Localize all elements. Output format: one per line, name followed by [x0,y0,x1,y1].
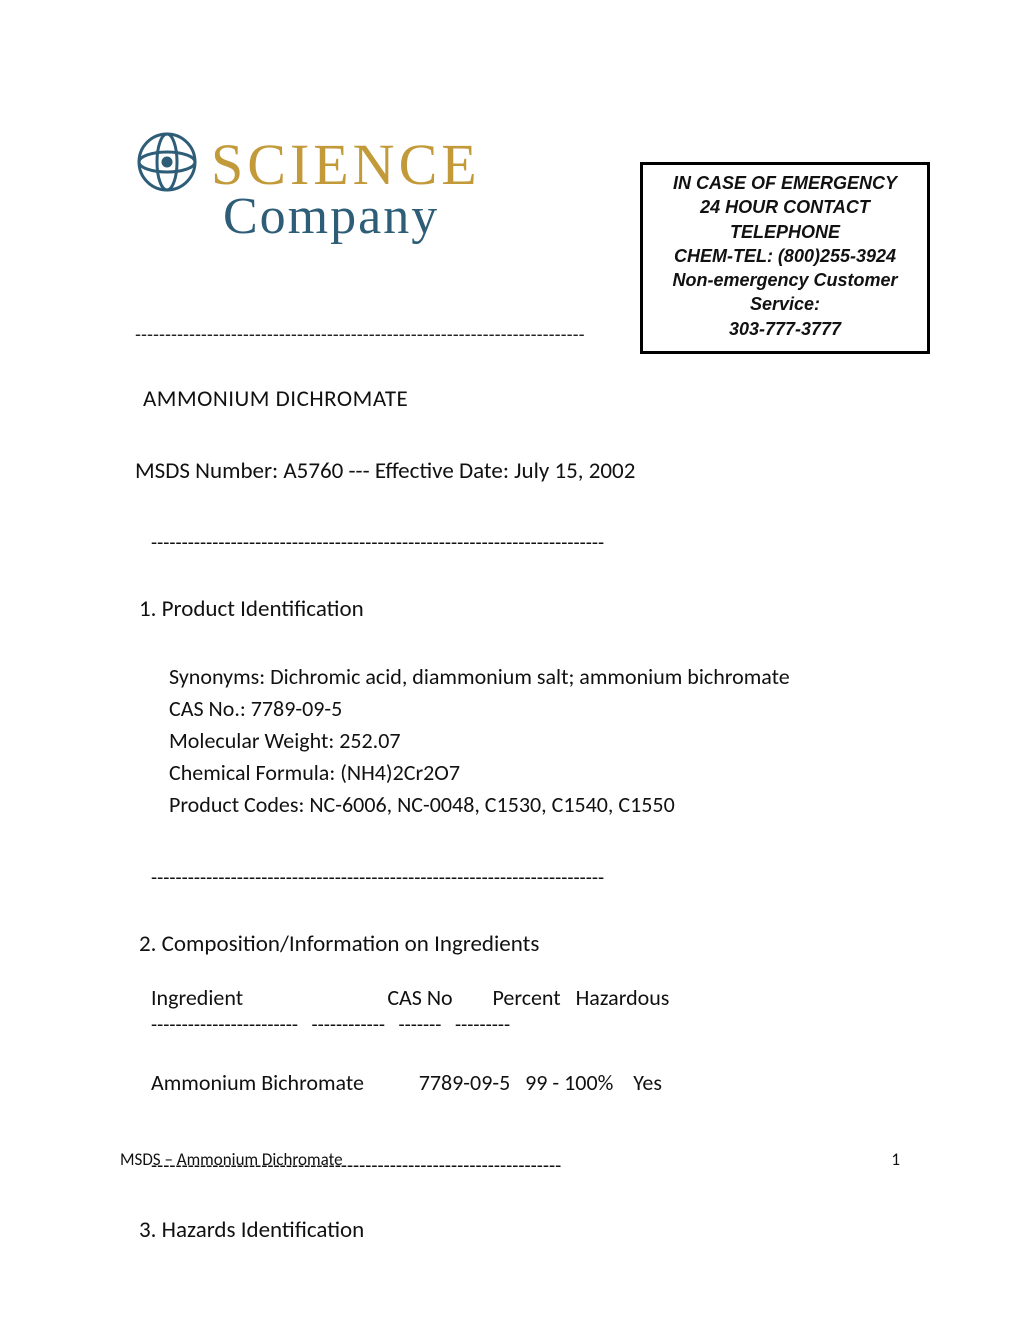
chemical-title: AMMONIUM DICHROMATE [143,385,900,413]
td-hazardous: Yes [633,1069,662,1096]
emergency-line: Service: [649,292,921,316]
section-3-heading: 3. Hazards Identification [139,1216,900,1244]
th-ingredient: Ingredient [151,984,243,1011]
th-percent: Percent [492,984,560,1011]
emergency-contact-box: IN CASE OF EMERGENCY 24 HOUR CONTACT TEL… [640,162,930,354]
td-ingredient: Ammonium Bichromate [151,1069,364,1096]
emergency-line: Non-emergency Customer [649,268,921,292]
emergency-line: CHEM-TEL: (800)255-3924 [649,244,921,268]
th-hazardous: Hazardous [576,984,670,1011]
section-2-heading: 2. Composition/Information on Ingredient… [139,930,900,958]
section-1-body: Synonyms: Dichromic acid, diammonium sal… [169,661,900,820]
table-row: Ammonium Bichromate 7789-09-5 99 - 100% … [151,1069,900,1096]
divider-line: ----------------------------------------… [151,866,900,890]
molecular-weight-line: Molecular Weight: 252.07 [169,725,900,757]
header: SCIENCE Company IN CASE OF EMERGENCY 24 … [135,130,900,330]
company-logo: SCIENCE Company [135,130,555,246]
table-divider: ------------------------ ------------ --… [151,1013,900,1037]
cas-line: CAS No.: 7789-09-5 [169,693,900,725]
msds-number-line: MSDS Number: A5760 --- Effective Date: J… [135,457,900,485]
td-percent: 99 - 100% [525,1069,613,1096]
synonyms-line: Synonyms: Dichromic acid, diammonium sal… [169,661,900,693]
emergency-line: TELEPHONE [649,220,921,244]
divider-line: ----------------------------------------… [151,531,900,555]
emergency-line: 24 HOUR CONTACT [649,195,921,219]
ingredients-table-header: Ingredient CAS No Percent Hazardous [151,984,900,1011]
product-codes-line: Product Codes: NC-6006, NC-0048, C1530, … [169,789,900,821]
page-footer: MSDS – Ammonium Dichromate 1 [120,1149,900,1170]
footer-page-number: 1 [891,1149,900,1170]
logo-text-bottom: Company [223,187,555,246]
logo-icon [135,130,199,199]
td-cas: 7789-09-5 [419,1069,511,1096]
section-1-heading: 1. Product Identification [139,595,900,623]
page: SCIENCE Company IN CASE OF EMERGENCY 24 … [0,0,1020,1320]
th-cas: CAS No [387,984,452,1011]
footer-left: MSDS – Ammonium Dichromate [120,1149,343,1170]
emergency-line: 303-777-3777 [649,317,921,341]
emergency-line: IN CASE OF EMERGENCY [649,171,921,195]
formula-line: Chemical Formula: (NH4)2Cr2O7 [169,757,900,789]
